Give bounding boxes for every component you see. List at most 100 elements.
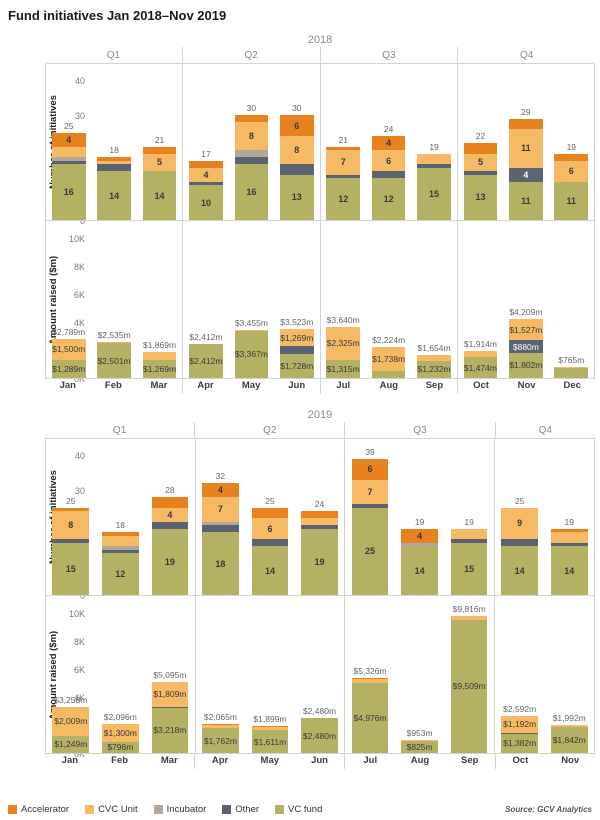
bar-segment-cvc[interactable]: 8: [52, 511, 90, 539]
bar-segment-cvc[interactable]: 5: [463, 153, 498, 171]
bar-segment-vc[interactable]: 25: [351, 507, 389, 595]
bar-segment-vc[interactable]: $1,611m: [251, 730, 289, 753]
bar-segment-accelerator[interactable]: 4: [401, 528, 438, 543]
bar-segment-other[interactable]: 4: [509, 167, 543, 182]
bar-segment-other[interactable]: [417, 164, 451, 168]
bar-segment-cvc[interactable]: 8: [234, 122, 269, 150]
bar-segment-other[interactable]: [279, 164, 314, 175]
bar-segment-accelerator[interactable]: [251, 507, 289, 518]
bar-segment-vc[interactable]: $2,480m: [301, 718, 338, 753]
bar-segment-accelerator[interactable]: [101, 532, 139, 536]
bar-segment-accelerator[interactable]: [97, 157, 131, 161]
bar-segment-accelerator[interactable]: [52, 507, 90, 511]
bar-segment-vc[interactable]: 15: [450, 542, 488, 595]
bar-segment-vc[interactable]: 18: [202, 532, 239, 595]
bar-segment-accelerator[interactable]: 4: [371, 136, 406, 150]
bar-segment-cvc[interactable]: 6: [554, 160, 589, 182]
bar-segment-cvc[interactable]: [301, 518, 338, 525]
bar-segment-vc[interactable]: $3,367m: [234, 330, 269, 378]
bar-segment-vc[interactable]: 15: [417, 167, 451, 220]
bar-segment-other[interactable]: [501, 732, 539, 734]
bar-segment-accelerator[interactable]: [202, 723, 239, 725]
bar-segment-vc[interactable]: 14: [97, 171, 131, 220]
bar-segment-cvc[interactable]: 8: [279, 136, 314, 164]
bar-segment-other[interactable]: [52, 539, 90, 543]
bar-segment-accelerator[interactable]: [326, 146, 360, 150]
bar-segment-incubator[interactable]: [234, 150, 269, 157]
bar-segment-other[interactable]: $880m: [509, 340, 543, 353]
bar-segment-cvc[interactable]: [142, 351, 177, 361]
bar-segment-other[interactable]: [189, 181, 223, 185]
bar-segment-accelerator[interactable]: [151, 497, 189, 508]
bar-segment-vc[interactable]: $1,474m: [463, 357, 498, 378]
bar-segment-other[interactable]: [550, 542, 588, 546]
bar-segment-vc[interactable]: $1,289m: [51, 359, 86, 378]
bar-segment-accelerator[interactable]: [351, 678, 389, 680]
bar-segment-vc[interactable]: 16: [51, 164, 86, 220]
bar-segment-vc[interactable]: 19: [301, 528, 338, 595]
bar-segment-vc[interactable]: $2,412m: [189, 344, 223, 378]
bar-segment-vc[interactable]: 12: [101, 553, 139, 595]
bar-segment-vc[interactable]: 14: [401, 546, 438, 595]
bar-segment-cvc[interactable]: 6: [251, 518, 289, 539]
bar-segment-cvc[interactable]: [554, 367, 589, 369]
bar-segment-vc[interactable]: $1,842m: [550, 727, 588, 753]
bar-segment-vc[interactable]: 11: [509, 181, 543, 220]
bar-segment-cvc[interactable]: [450, 528, 488, 539]
bar-segment-vc[interactable]: $4,976m: [351, 683, 389, 753]
bar-segment-cvc[interactable]: 7: [202, 497, 239, 522]
bar-segment-cvc[interactable]: 11: [509, 129, 543, 168]
bar-segment-vc[interactable]: $3,218m: [151, 707, 189, 753]
bar-segment-cvc[interactable]: $1,192m: [501, 715, 539, 733]
bar-segment-vc[interactable]: 13: [463, 174, 498, 220]
bar-segment-cvc[interactable]: $2,009m: [52, 707, 90, 736]
bar-segment-vc[interactable]: $796m: [101, 741, 139, 753]
bar-segment-incubator[interactable]: [401, 542, 438, 546]
bar-segment-vc[interactable]: $2,501m: [97, 343, 131, 378]
bar-segment-cvc[interactable]: [234, 329, 269, 331]
bar-segment-accelerator[interactable]: 6: [279, 115, 314, 136]
bar-segment-vc[interactable]: 14: [251, 546, 289, 595]
bar-segment-cvc[interactable]: $2,325m: [326, 327, 360, 360]
bar-segment-cvc[interactable]: 7: [351, 479, 389, 504]
bar-segment-vc[interactable]: $1,315m: [326, 359, 360, 378]
bar-segment-cvc[interactable]: [463, 351, 498, 358]
bar-segment-other[interactable]: [97, 164, 131, 171]
bar-segment-vc[interactable]: 10: [189, 185, 223, 220]
bar-segment-accelerator[interactable]: [189, 160, 223, 168]
bar-segment-cvc[interactable]: $1,269m: [279, 328, 314, 347]
bar-segment-vc[interactable]: [371, 371, 406, 378]
bar-segment-accelerator[interactable]: [554, 153, 589, 161]
bar-segment-accelerator[interactable]: [234, 115, 269, 122]
bar-segment-accelerator[interactable]: [509, 118, 543, 129]
bar-segment-vc[interactable]: 15: [52, 542, 90, 595]
bar-segment-other[interactable]: [51, 160, 86, 164]
bar-segment-other[interactable]: [234, 157, 269, 164]
bar-segment-cvc[interactable]: [550, 725, 588, 728]
bar-segment-cvc[interactable]: 9: [501, 507, 539, 539]
bar-segment-cvc[interactable]: [97, 342, 131, 343]
bar-segment-other[interactable]: [101, 549, 139, 553]
bar-segment-accelerator[interactable]: 4: [202, 483, 239, 497]
bar-segment-vc[interactable]: $825m: [401, 741, 438, 753]
bar-segment-cvc[interactable]: [51, 146, 86, 157]
bar-segment-other[interactable]: [326, 174, 360, 178]
bar-segment-accelerator[interactable]: [251, 726, 289, 728]
bar-segment-vc[interactable]: 14: [142, 171, 177, 220]
bar-segment-vc[interactable]: $9,509m: [450, 619, 488, 753]
bar-segment-vc[interactable]: $1,249m: [52, 735, 90, 753]
bar-segment-vc[interactable]: $1,382m: [501, 733, 539, 753]
bar-segment-other[interactable]: [351, 504, 389, 508]
bar-segment-vc[interactable]: $1,728m: [279, 353, 314, 378]
bar-segment-incubator[interactable]: [51, 157, 86, 161]
bar-segment-cvc[interactable]: [417, 354, 451, 361]
bar-segment-vc[interactable]: 11: [554, 181, 589, 220]
bar-segment-other[interactable]: [202, 525, 239, 532]
bar-segment-vc[interactable]: 14: [550, 546, 588, 595]
bar-segment-vc[interactable]: [554, 368, 589, 378]
bar-segment-other[interactable]: [301, 525, 338, 529]
bar-segment-other[interactable]: [371, 171, 406, 178]
bar-segment-other[interactable]: [501, 539, 539, 546]
bar-segment-other[interactable]: [151, 521, 189, 529]
bar-segment-accelerator[interactable]: [550, 528, 588, 532]
